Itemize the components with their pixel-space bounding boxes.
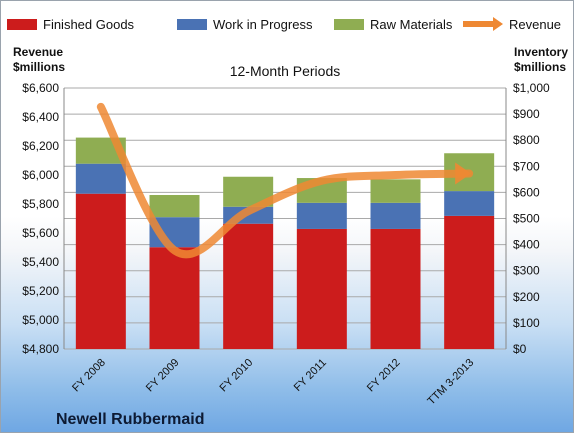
left-tick-label: $5,000 [22, 313, 59, 327]
right-axis-title: $millions [514, 60, 566, 74]
bar-segment [444, 215, 495, 349]
bar-segment [149, 195, 200, 218]
right-tick-label: $300 [513, 264, 540, 278]
bar-segment [296, 202, 347, 229]
left-tick-label: $5,200 [22, 284, 59, 298]
right-tick-label: $400 [513, 238, 540, 252]
chart-subtitle: 12-Month Periods [230, 63, 341, 79]
legend-swatch [177, 19, 207, 30]
legend-swatch [7, 19, 37, 30]
left-tick-label: $6,000 [22, 168, 59, 182]
category-label: FY 2008 [70, 357, 108, 395]
legend-label: Finished Goods [43, 17, 135, 32]
category-label: FY 2012 [365, 357, 403, 395]
left-tick-label: $5,600 [22, 226, 59, 240]
right-tick-label: $1,000 [513, 81, 550, 95]
bar-segment [223, 223, 274, 349]
legend-arrow-swatch [493, 17, 503, 31]
left-tick-label: $6,200 [22, 139, 59, 153]
category-label: FY 2011 [292, 357, 329, 394]
right-axis-title: Inventory [514, 45, 568, 59]
right-tick-label: $200 [513, 290, 540, 304]
right-tick-label: $900 [513, 107, 540, 121]
legend-swatch [334, 19, 364, 30]
bar-segment [370, 228, 421, 349]
right-tick-label: $800 [513, 133, 540, 147]
revenue-line [96, 102, 474, 259]
right-tick-label: $0 [513, 342, 527, 356]
right-tick-label: $600 [513, 185, 540, 199]
bar-segment [75, 163, 126, 194]
category-label: FY 2009 [144, 357, 182, 395]
company-name: Newell Rubbermaid [56, 411, 204, 428]
revenue-arrowhead [455, 162, 472, 185]
right-tick-label: $500 [513, 212, 540, 226]
left-tick-label: $6,600 [22, 81, 59, 95]
bar-segment [370, 179, 421, 203]
bar-segment [444, 191, 495, 216]
left-tick-label: $6,400 [22, 110, 59, 124]
legend-label: Work in Progress [213, 17, 313, 32]
bar-segment [296, 228, 347, 349]
left-tick-label: $5,800 [22, 197, 59, 211]
left-axis-title: $millions [13, 60, 65, 74]
bar-segment [75, 193, 126, 349]
bar-segment [149, 247, 200, 349]
category-label: TTM 3-2013 [425, 357, 476, 408]
left-axis-title: Revenue [13, 45, 63, 59]
legend-label: Raw Materials [370, 17, 453, 32]
right-tick-label: $700 [513, 159, 540, 173]
bar-segment [370, 202, 421, 229]
category-label: FY 2010 [218, 357, 256, 395]
right-tick-label: $100 [513, 316, 540, 330]
left-tick-label: $5,400 [22, 255, 59, 269]
legend-label: Revenue [509, 17, 561, 32]
left-tick-label: $4,800 [22, 342, 59, 356]
